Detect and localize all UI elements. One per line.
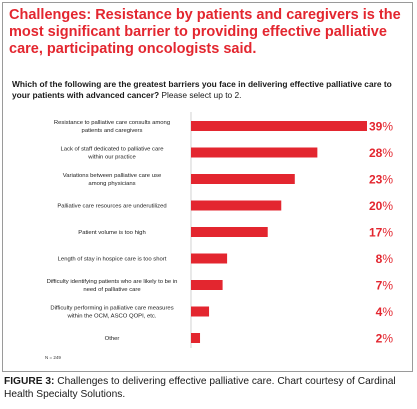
bar	[191, 200, 282, 211]
bar	[191, 280, 223, 290]
category-label: Length of stay in hospice care is too sh…	[58, 257, 167, 263]
question-text: Which of the following are the greatest …	[12, 79, 392, 100]
value-label: 28%	[369, 146, 393, 160]
bar	[191, 306, 210, 317]
category-label: Variations between palliative care use	[63, 173, 162, 179]
category-label: patients and caregivers	[82, 128, 143, 134]
figure-caption: FIGURE 3: Challenges to delivering effec…	[4, 375, 414, 401]
caption-text: Challenges to delivering effective palli…	[4, 376, 396, 400]
bar	[191, 121, 367, 131]
category-label: within the OCM, ASCO QOPI, etc.	[66, 313, 156, 319]
category-label: Difficulty performing in palliative care…	[50, 306, 173, 312]
category-label: Difficulty identifying patients who are …	[47, 279, 178, 285]
bar	[191, 174, 295, 184]
bar-chart: Resistance to palliative care consults a…	[45, 112, 394, 360]
value-label: 39%	[369, 120, 393, 134]
category-label: Lack of staff dedicated to palliative ca…	[60, 147, 164, 153]
question-instruction: Please select up to 2.	[161, 90, 242, 100]
category-label: need of palliative care	[83, 287, 141, 293]
bar	[191, 253, 228, 264]
category-label: Resistance to palliative care consults a…	[54, 120, 170, 126]
survey-question: Which of the following are the greatest …	[12, 79, 402, 101]
caption-label: FIGURE 3:	[4, 376, 55, 387]
chart-headline: Challenges: Resistance by patients and c…	[9, 7, 401, 57]
value-label: 8%	[376, 252, 394, 266]
value-label: 20%	[369, 199, 393, 213]
sample-size-note: N = 249	[45, 355, 61, 360]
category-label: Patient volume is too high	[78, 230, 145, 236]
category-label: within our practice	[87, 154, 136, 160]
value-label: 23%	[369, 173, 393, 187]
bar	[191, 333, 201, 343]
category-label: among physicians	[88, 181, 135, 187]
value-label: 2%	[376, 332, 394, 346]
value-label: 17%	[369, 226, 393, 240]
value-label: 4%	[376, 305, 394, 319]
value-label: 7%	[376, 279, 394, 293]
bars-layer: Resistance to palliative care consults a…	[47, 120, 394, 346]
category-label: Palliative care resources are underutili…	[57, 204, 166, 210]
bar	[191, 147, 318, 158]
category-label: Other	[105, 336, 120, 342]
bar	[191, 227, 268, 237]
